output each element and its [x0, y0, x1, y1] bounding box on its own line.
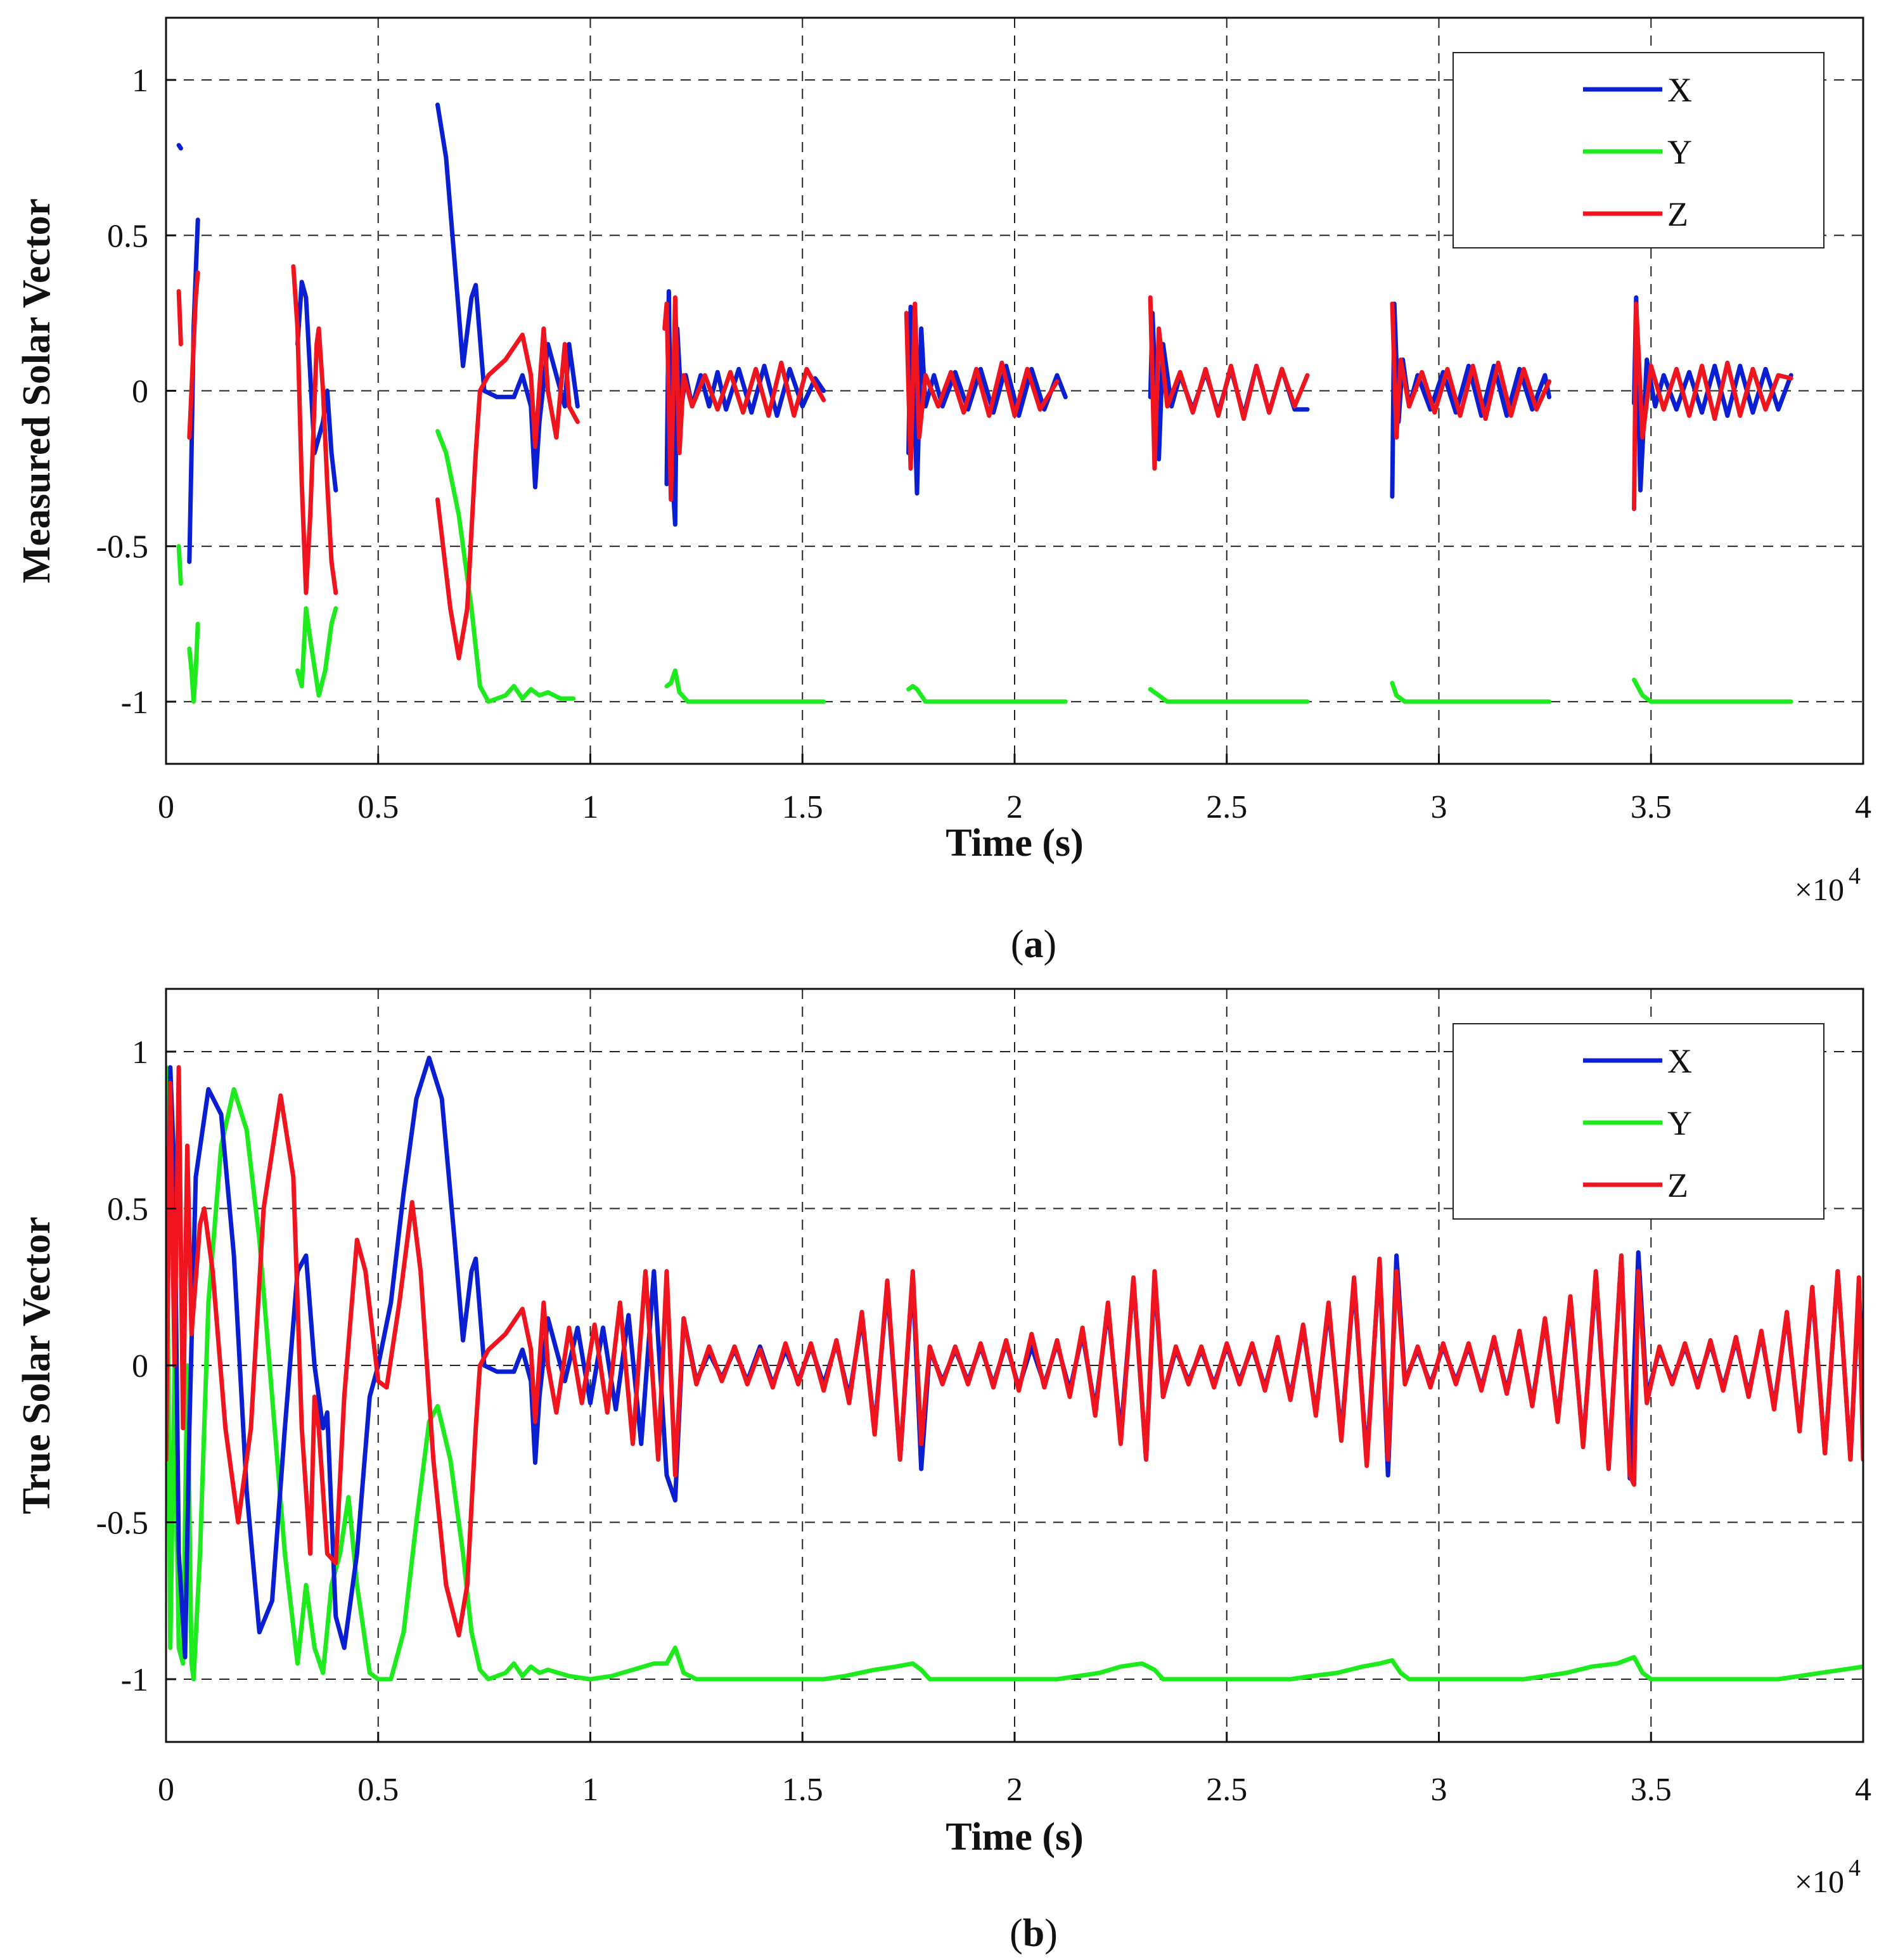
x-tick-label: 3.5 [1631, 1772, 1672, 1808]
series-line-z [166, 1065, 1863, 1638]
x-tick-label: 4 [1855, 1772, 1871, 1808]
legend-label-z: Z [1667, 195, 1688, 233]
y-axis-label: True Solar Vector [15, 1216, 58, 1514]
x-tick-label: 1 [582, 789, 599, 825]
x-tick-label: 0 [158, 1772, 174, 1808]
legend: XYZ [1453, 1023, 1824, 1220]
y-tick-label: 0 [132, 1348, 148, 1384]
legend-label-z: Z [1667, 1166, 1688, 1204]
caption-letter: b [1023, 1912, 1044, 1955]
x-axis-label: Time (s) [946, 822, 1084, 865]
x-tick-label: 0.5 [357, 1772, 399, 1808]
x-tick-label: 3 [1431, 1772, 1447, 1808]
y-tick-label: -1 [121, 1662, 148, 1698]
x-tick-label: 2.5 [1206, 1772, 1247, 1808]
y-tick-label: -0.5 [96, 1505, 148, 1542]
y-tick-label: 0 [132, 374, 148, 410]
panel-caption: (a) [1011, 923, 1056, 966]
x-tick-label: 2.5 [1206, 789, 1247, 825]
x-tick-label: 2 [1006, 789, 1023, 825]
series-group [166, 1055, 1863, 1682]
x-multiplier: ×10 [1795, 1864, 1844, 1899]
x-tick-label: 4 [1855, 789, 1871, 825]
series-line-y [176, 429, 1793, 704]
y-tick-label: -0.5 [96, 529, 148, 565]
y-tick-label: 0.5 [107, 1192, 148, 1228]
y-tick-label: 0.5 [107, 218, 148, 254]
y-tick-label: -1 [121, 685, 148, 721]
x-tick-label: 1.5 [782, 1772, 823, 1808]
series-group [176, 102, 1793, 704]
x-multiplier: ×10 [1795, 872, 1844, 907]
x-tick-label: 1.5 [782, 789, 823, 825]
caption-close: ) [1044, 1912, 1058, 1955]
legend-label-x: X [1667, 71, 1692, 109]
y-axis-label: Measured Solar Vector [15, 198, 58, 583]
panel-caption: (b) [1010, 1912, 1058, 1955]
series-line-z [176, 264, 1793, 661]
x-tick-label: 1 [582, 1772, 599, 1808]
x-tick-label: 3.5 [1631, 789, 1672, 825]
x-tick-label: 2 [1006, 1772, 1023, 1808]
x-tick-label: 0.5 [357, 789, 399, 825]
series-line-y [166, 1065, 1863, 1682]
x-tick-label: 3 [1431, 789, 1447, 825]
caption-close: ) [1044, 923, 1057, 966]
y-tick-label: 1 [132, 1035, 148, 1071]
x-multiplier-exponent: 4 [1849, 1855, 1861, 1881]
y-tick-label: 1 [132, 63, 148, 99]
legend-label-x: X [1667, 1042, 1692, 1080]
x-multiplier-exponent: 4 [1849, 863, 1861, 889]
caption-open: ( [1011, 923, 1024, 966]
legend-label-y: Y [1667, 1104, 1692, 1142]
chart-panel-1: 0 0.5 1 1.5 2 2.5 3 3.5 4 1 0.5 0 -0.5 -1 Time (s) True… [15, 988, 1871, 1955]
x-tick-label: 0 [158, 789, 174, 825]
chart-panel-0: 0 0.5 1 1.5 2 2.5 3 3.5 4 1 0.5 0 -0.5 -1 Time (s) Meas… [15, 16, 1871, 966]
x-axis-label: Time (s) [946, 1815, 1084, 1859]
caption-open: ( [1010, 1912, 1023, 1955]
legend-label-y: Y [1667, 133, 1692, 171]
legend: XYZ [1453, 52, 1824, 248]
caption-letter: a [1024, 923, 1044, 966]
